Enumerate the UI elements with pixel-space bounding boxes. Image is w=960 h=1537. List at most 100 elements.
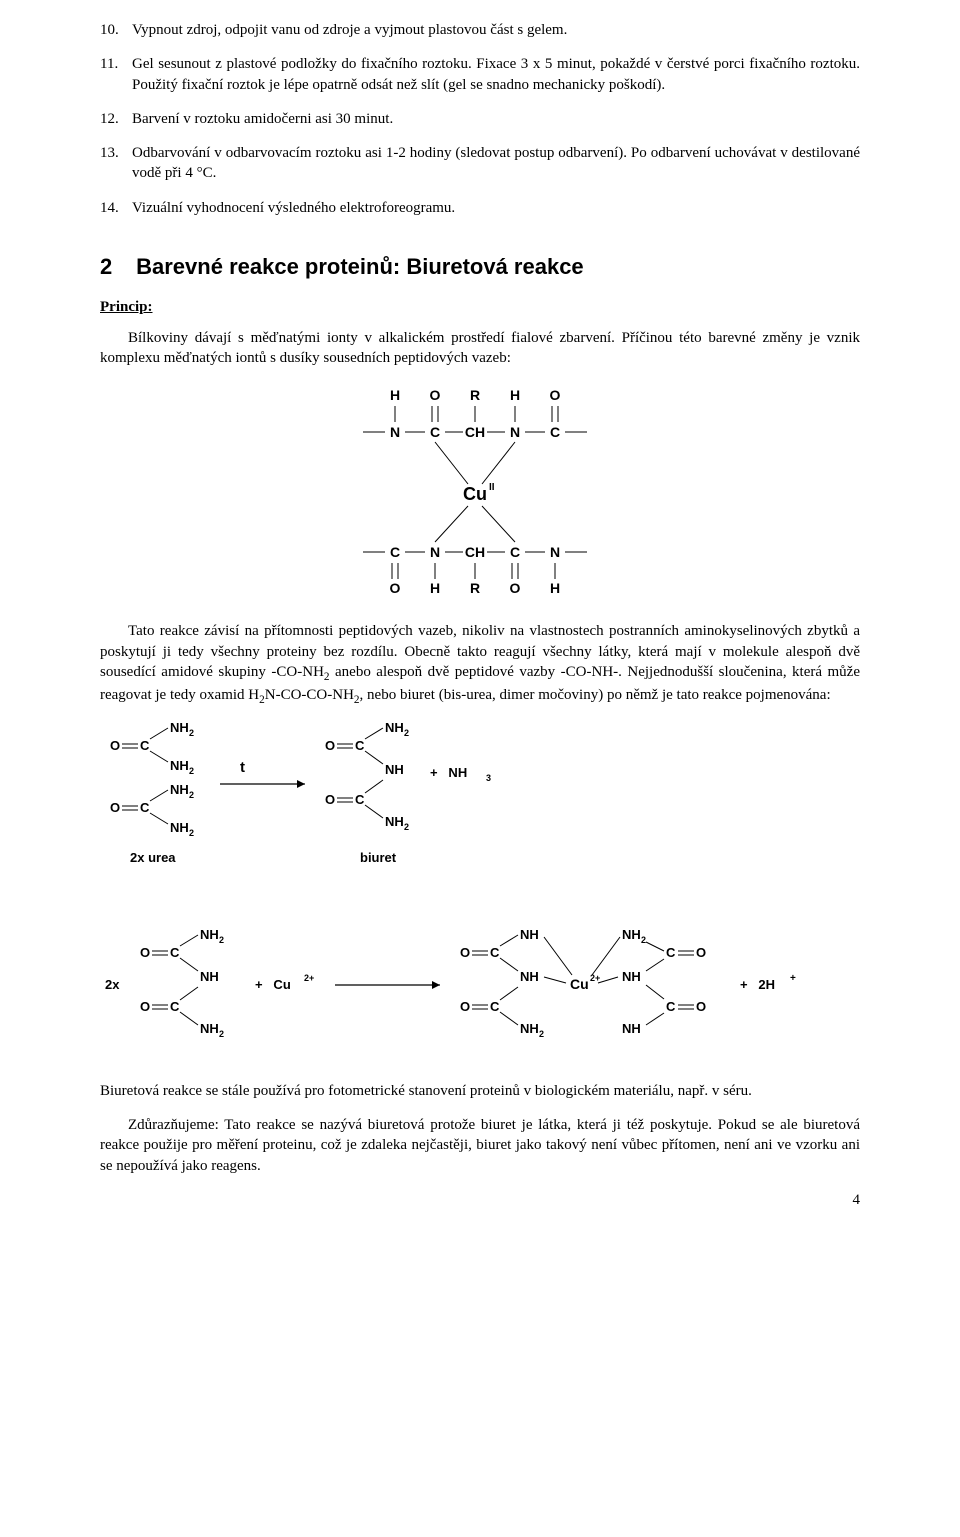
svg-text:C: C — [390, 544, 400, 560]
svg-text:NH: NH — [170, 758, 189, 773]
svg-text:2: 2 — [219, 935, 224, 945]
svg-text:Cu: Cu — [463, 484, 487, 504]
svg-text:H: H — [430, 580, 440, 596]
svg-text:biuret: biuret — [360, 850, 397, 865]
svg-text:N: N — [390, 424, 400, 440]
svg-text:2: 2 — [539, 1029, 544, 1039]
list-text: Gel sesunout z plastové podložky do fixa… — [132, 54, 860, 95]
list-num: 11. — [100, 54, 132, 95]
cu-biuret-reaction-diagram: 2x OC NH2 NH OC NH2 + Cu2+ OC NH NH O — [100, 917, 860, 1063]
svg-text:R: R — [470, 580, 480, 596]
section-heading: 2 Barevné reakce proteinů: Biuretová rea… — [100, 252, 860, 282]
paragraph-4: Zdůrazňujeme: Tato reakce se nazývá biur… — [100, 1115, 860, 1176]
list-text: Odbarvování v odbarvovacím roztoku asi 1… — [132, 143, 860, 184]
svg-text:H: H — [390, 387, 400, 403]
svg-text:NH: NH — [200, 1021, 219, 1036]
svg-text:C: C — [140, 800, 150, 815]
svg-text:O: O — [696, 945, 706, 960]
svg-text:O: O — [550, 387, 561, 403]
paragraph-1: Bílkoviny dávají s měďnatými ionty v alk… — [100, 328, 860, 369]
svg-text:2: 2 — [404, 728, 409, 738]
svg-text:NH: NH — [622, 927, 641, 942]
svg-text:R: R — [470, 387, 480, 403]
svg-text:CH: CH — [465, 424, 485, 440]
paragraph-2: Tato reakce závisí na přítomnosti peptid… — [100, 621, 860, 708]
svg-text:NH: NH — [170, 722, 189, 735]
svg-text:C: C — [355, 792, 365, 807]
svg-text:II: II — [489, 482, 495, 493]
svg-text:O: O — [510, 580, 521, 596]
svg-text:N: N — [430, 544, 440, 560]
list-text: Vypnout zdroj, odpojit vanu od zdroje a … — [132, 20, 860, 40]
svg-text:2: 2 — [219, 1029, 224, 1039]
svg-text:NH: NH — [170, 820, 189, 835]
svg-text:O: O — [430, 387, 441, 403]
svg-text:+ 2H: + 2H — [740, 977, 775, 992]
svg-text:NH: NH — [520, 969, 539, 984]
svg-text:NH: NH — [200, 969, 219, 984]
svg-text:2+: 2+ — [304, 973, 314, 983]
svg-text:O: O — [460, 945, 470, 960]
section-number: 2 — [100, 252, 130, 282]
svg-text:N: N — [550, 544, 560, 560]
list-item: 13. Odbarvování v odbarvovacím roztoku a… — [100, 143, 860, 184]
principle-label: Princip: — [100, 297, 860, 317]
svg-text:2x: 2x — [105, 977, 120, 992]
list-item: 14. Vizuální vyhodnocení výsledného elek… — [100, 198, 860, 218]
svg-text:C: C — [140, 738, 150, 753]
svg-text:C: C — [170, 945, 180, 960]
list-num: 14. — [100, 198, 132, 218]
svg-text:+ Cu: + Cu — [255, 977, 291, 992]
section-title: Barevné reakce proteinů: Biuretová reakc… — [136, 254, 584, 279]
svg-text:C: C — [355, 738, 365, 753]
svg-text:O: O — [110, 738, 120, 753]
svg-text:2: 2 — [404, 822, 409, 832]
svg-text:O: O — [140, 999, 150, 1014]
svg-text:t: t — [240, 759, 245, 776]
list-item: 11. Gel sesunout z plastové podložky do … — [100, 54, 860, 95]
svg-text:NH: NH — [622, 1021, 641, 1036]
svg-text:O: O — [110, 800, 120, 815]
svg-text:NH: NH — [170, 782, 189, 797]
svg-text:O: O — [325, 738, 335, 753]
svg-text:H: H — [510, 387, 520, 403]
svg-text:2: 2 — [641, 935, 646, 945]
list-text: Barvení v roztoku amidočerni asi 30 minu… — [132, 109, 860, 129]
svg-text:O: O — [460, 999, 470, 1014]
svg-text:2: 2 — [189, 790, 194, 800]
svg-text:O: O — [325, 792, 335, 807]
list-num: 10. — [100, 20, 132, 40]
svg-text:C: C — [666, 999, 676, 1014]
cu-complex-diagram: H O R H O N C CH N C — [100, 382, 860, 603]
svg-text:NH: NH — [520, 1021, 539, 1036]
svg-text:NH: NH — [385, 762, 404, 777]
page: 10. Vypnout zdroj, odpojit vanu od zdroj… — [50, 0, 910, 1250]
svg-text:C: C — [170, 999, 180, 1014]
svg-text:C: C — [510, 544, 520, 560]
list-num: 12. — [100, 109, 132, 129]
svg-text:H: H — [550, 580, 560, 596]
svg-text:2+: 2+ — [590, 973, 600, 983]
list-item: 10. Vypnout zdroj, odpojit vanu od zdroj… — [100, 20, 860, 40]
svg-text:N: N — [510, 424, 520, 440]
svg-text:2x urea: 2x urea — [130, 850, 176, 865]
list-item: 12. Barvení v roztoku amidočerni asi 30 … — [100, 109, 860, 129]
svg-text:O: O — [140, 945, 150, 960]
paragraph-3: Biuretová reakce se stále používá pro fo… — [100, 1081, 860, 1101]
svg-text:C: C — [490, 999, 500, 1014]
biuret-synthesis-diagram: OC NH2 NH2 OC NH2 NH2 2x urea t OC NH2 N… — [100, 722, 860, 898]
svg-text:NH: NH — [385, 814, 404, 829]
svg-text:O: O — [390, 580, 401, 596]
list-text: Vizuální vyhodnocení výsledného elektrof… — [132, 198, 860, 218]
svg-text:O: O — [696, 999, 706, 1014]
page-number: 4 — [100, 1190, 860, 1210]
svg-text:3: 3 — [486, 773, 491, 783]
svg-text:C: C — [430, 424, 440, 440]
svg-text:NH: NH — [200, 927, 219, 942]
svg-text:C: C — [490, 945, 500, 960]
svg-text:NH: NH — [622, 969, 641, 984]
svg-text:+ NH: + NH — [430, 765, 467, 780]
svg-text:NH: NH — [385, 722, 404, 735]
svg-text:2: 2 — [189, 766, 194, 776]
procedure-list: 10. Vypnout zdroj, odpojit vanu od zdroj… — [100, 20, 860, 218]
